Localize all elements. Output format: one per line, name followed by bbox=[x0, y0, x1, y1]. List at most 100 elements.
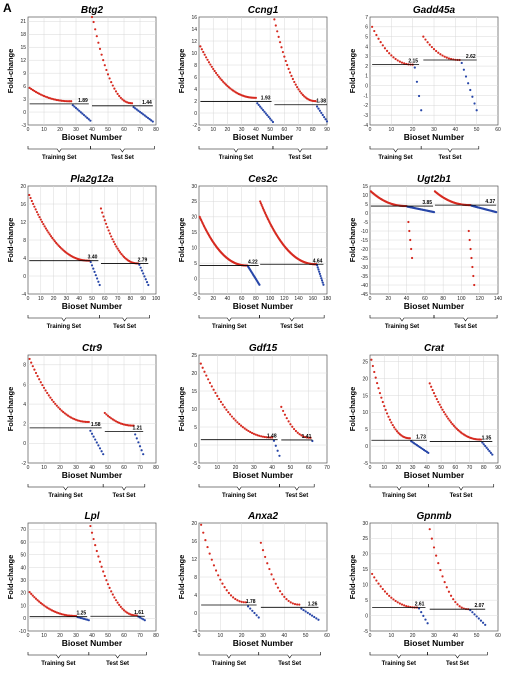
chart-ccng1-test-point bbox=[288, 71, 292, 74]
chart-ccng1-training-point bbox=[213, 69, 216, 73]
chart-crat-xtick: 20 bbox=[396, 465, 402, 471]
chart-crat-test-point bbox=[482, 443, 485, 446]
chart-ugt2b1-outlier-point bbox=[468, 238, 471, 242]
chart-ccng1-xtick: 50 bbox=[267, 127, 273, 133]
chart-gadd45a-training-mean-label: 2.15 bbox=[408, 59, 418, 65]
chart-gadd45a-test-point bbox=[443, 55, 446, 58]
chart-anxa2-training-point bbox=[210, 558, 213, 561]
chart-ctr9-ytick: -2 bbox=[22, 461, 27, 467]
chart-lpl-test-point bbox=[103, 574, 106, 578]
chart-ccng1-training-point bbox=[226, 84, 229, 88]
chart-gdf15-training-point bbox=[232, 417, 235, 420]
chart-crat-training-point bbox=[397, 431, 400, 434]
chart-ctr9-training-point bbox=[62, 410, 65, 414]
chart-anxa2-training-point bbox=[253, 611, 256, 615]
chart-ccng1-xtick: 80 bbox=[310, 127, 316, 133]
chart-crat-test-point bbox=[428, 382, 431, 385]
chart-btg2-ylabel: Fold-change bbox=[6, 49, 15, 94]
chart-gdf15-ytick: 10 bbox=[191, 407, 197, 413]
chart-btg2-training-point bbox=[58, 99, 62, 102]
chart-ugt2b1-test-point bbox=[495, 211, 498, 214]
chart-gpnmb-test-point bbox=[479, 619, 483, 622]
chart-pla2g12a-ytick: -4 bbox=[22, 292, 27, 298]
chart-gdf15-xtick: 50 bbox=[288, 465, 294, 471]
chart-gdf15-training-point bbox=[243, 427, 246, 430]
chart-anxa2-test-point bbox=[306, 611, 309, 614]
chart-ctr9-test-point bbox=[110, 417, 113, 420]
chart-pla2g12a-xtick: 70 bbox=[115, 296, 121, 302]
chart-ccng1-xtick: 70 bbox=[296, 127, 302, 133]
chart-ccng1-test-point bbox=[324, 118, 327, 121]
chart-crat-test-point bbox=[484, 444, 487, 448]
chart-lpl-training-point bbox=[68, 614, 71, 617]
chart-ccng1-test-point bbox=[274, 24, 277, 27]
chart-gadd45a-test-point bbox=[471, 95, 474, 98]
chart-btg2-training-point bbox=[33, 89, 36, 93]
chart-gpnmb-training-point bbox=[400, 603, 404, 606]
chart-ccng1-test-set-brace bbox=[272, 146, 328, 153]
chart-btg2-test-set-label: Test Set bbox=[111, 155, 134, 161]
chart-ctr9-ytick: 4 bbox=[23, 402, 26, 408]
chart-gdf15-training-point bbox=[247, 429, 250, 433]
chart-lpl-test-point bbox=[106, 583, 110, 586]
chart-anxa2-training-set-label: Training Set bbox=[212, 661, 246, 667]
chart-gpnmb-ytick: 5 bbox=[365, 598, 368, 604]
chart-btg2-xlabel: Bioset Number bbox=[62, 132, 123, 142]
chart-btg2-test-point bbox=[143, 114, 146, 117]
chart-gdf15-xtick: 40 bbox=[269, 465, 275, 471]
chart-lpl-training-point bbox=[34, 597, 38, 600]
chart-crat-training-point bbox=[371, 364, 374, 368]
chart-ccng1-test-point bbox=[287, 67, 290, 70]
chart-anxa2-test-point bbox=[281, 593, 284, 596]
chart-gdf15-test-set-brace bbox=[279, 484, 315, 491]
chart-crat-test-point bbox=[452, 424, 456, 427]
chart-ccng1-training-point bbox=[209, 63, 212, 66]
chart-lpl-test-point bbox=[118, 603, 121, 606]
chart-ctr9-training-point bbox=[47, 394, 50, 397]
chart-pla2g12a-test-point bbox=[99, 207, 103, 210]
chart-gdf15-training-point bbox=[260, 435, 263, 438]
chart-crat-training-point bbox=[383, 404, 386, 408]
chart-gdf15-ytick: 0 bbox=[194, 443, 197, 449]
chart-gpnmb-test-point bbox=[428, 528, 431, 531]
chart-ctr9-training-point bbox=[86, 420, 89, 424]
chart-crat-test-point bbox=[486, 448, 490, 451]
chart-anxa2-training-point bbox=[238, 600, 241, 603]
chart-ccng1-training-point bbox=[264, 112, 267, 115]
chart-anxa2-test-point bbox=[289, 601, 292, 604]
chart-gadd45a-test-mean-label: 2.62 bbox=[466, 54, 476, 60]
chart-ces2c-ytick: 10 bbox=[191, 246, 197, 252]
chart-ccng1-training-point bbox=[216, 73, 219, 77]
chart-ugt2b1-ytick: 10 bbox=[362, 193, 368, 199]
chart-btg2-test-point bbox=[95, 35, 98, 38]
chart-ccng1-training-point bbox=[203, 53, 206, 56]
chart-ctr9-xtick: 20 bbox=[57, 465, 63, 471]
chart-ugt2b1-outlier-point bbox=[470, 256, 473, 260]
chart-ces2c-test-point bbox=[259, 200, 262, 203]
chart-anxa2-training-point bbox=[257, 616, 260, 619]
chart-gpnmb-xtick: 40 bbox=[453, 633, 459, 639]
chart-crat-training-point bbox=[377, 387, 380, 390]
chart-ctr9-test-point bbox=[127, 424, 130, 427]
chart-crat-xtick: 40 bbox=[424, 465, 430, 471]
chart-gdf15-training-point bbox=[225, 408, 228, 411]
chart-lpl-test-point bbox=[122, 609, 126, 612]
chart-gadd45a-training-point bbox=[375, 33, 378, 37]
chart-btg2-test-point bbox=[90, 15, 94, 19]
chart-btg2-training-point bbox=[28, 86, 31, 89]
chart-pla2g12a-ytick: 16 bbox=[20, 202, 26, 208]
chart-crat-test-mean-label: 1.35 bbox=[482, 436, 492, 442]
chart-lpl-test-point bbox=[124, 610, 127, 613]
chart-ctr9-training-point bbox=[30, 361, 33, 364]
chart-lpl-xtick: 50 bbox=[105, 633, 111, 639]
chart-ugt2b1-outlier-point bbox=[407, 220, 410, 224]
chart-ctr9-training-point bbox=[58, 407, 62, 411]
chart-crat-test-point bbox=[489, 451, 492, 454]
chart-ces2c-test-point bbox=[317, 268, 320, 271]
chart-gdf15-training-point bbox=[278, 454, 281, 457]
chart-lpl-training-point bbox=[31, 594, 34, 597]
chart-ctr9-training-point bbox=[102, 453, 105, 456]
chart-gdf15-test-point bbox=[303, 435, 307, 439]
chart-btg2-training-point bbox=[79, 111, 82, 114]
chart-gpnmb-test-point bbox=[443, 581, 446, 584]
